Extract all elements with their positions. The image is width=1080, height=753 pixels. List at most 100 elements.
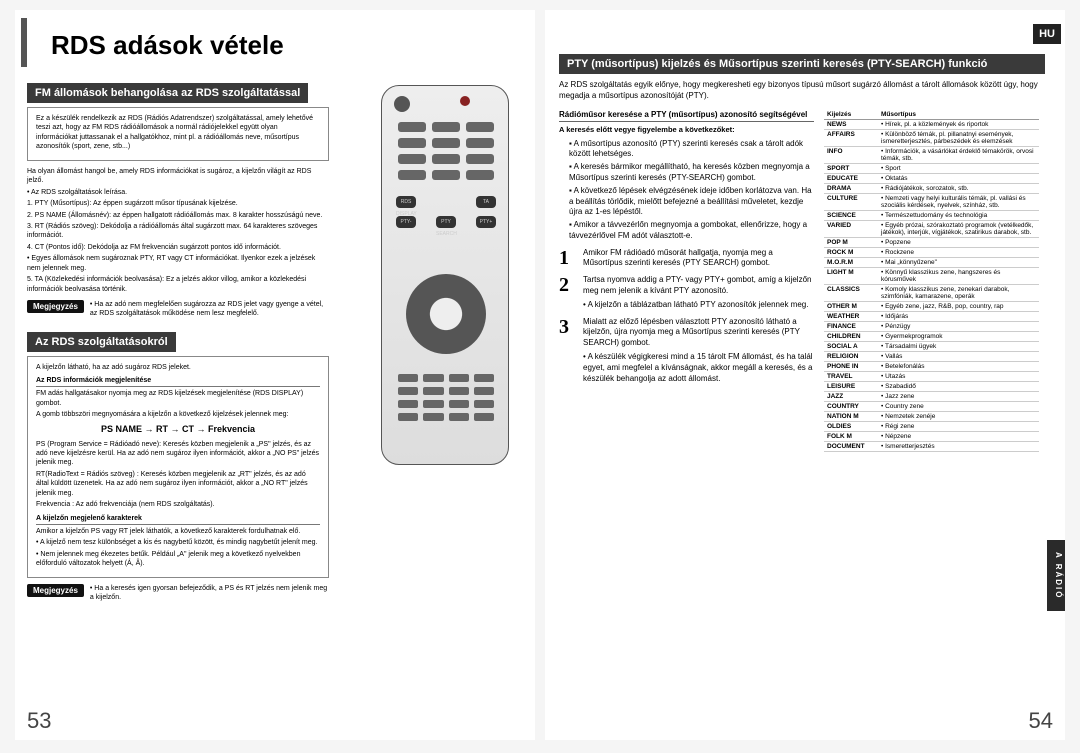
- section2-title: Az RDS szolgáltatásokról: [27, 332, 176, 352]
- table-row: LEISURESzabadidő: [824, 381, 1039, 391]
- table-row: JAZZJazz zene: [824, 391, 1039, 401]
- pty-desc: Régi zene: [878, 421, 1039, 431]
- table-row: M.O.R.MMai „könnyűzene": [824, 257, 1039, 267]
- rds-desc-item: • Egyes állomások nem sugároznak PTY, RT…: [27, 254, 329, 273]
- pty-code: NATION M: [824, 411, 878, 421]
- pty-code: LIGHT M: [824, 267, 878, 284]
- pty-desc: Szabadidő: [878, 381, 1039, 391]
- table-row: VARIEDEgyéb prózai, szórakoztató program…: [824, 220, 1039, 237]
- intro-box1: Ez a készülék rendelkezik az RDS (Rádiós…: [27, 107, 329, 161]
- display-flow: PS NAME → RT → CT → Frekvencia: [36, 423, 320, 435]
- note2-row: Megjegyzés • Ha a keresés igen gyorsan b…: [27, 584, 329, 602]
- table-row: LIGHT MKönnyű klasszikus zene, hangszere…: [824, 267, 1039, 284]
- pty-code: OTHER M: [824, 301, 878, 311]
- table-row: INFOInformációk, a vásárlókat érdeklő té…: [824, 146, 1039, 163]
- table-row: FINANCEPénzügy: [824, 321, 1039, 331]
- pty-desc: Utazás: [878, 371, 1039, 381]
- pty-button-row: PTY- PTY SEARCH PTY+: [396, 216, 496, 228]
- pty-desc: Népzene: [878, 431, 1039, 441]
- pty-desc: Pénzügy: [878, 321, 1039, 331]
- right-left-col: Rádióműsor keresése a PTY (műsortípus) a…: [559, 110, 814, 452]
- box2-char-note: • A kijelző nem tesz különbséget a kis é…: [36, 538, 320, 547]
- rds-desc-item: 2. PS NAME (Állomásnév): az éppen hallga…: [27, 211, 329, 220]
- rds-description-list: Ha olyan állomást hangol be, amely RDS i…: [27, 167, 329, 294]
- pty-code: INFO: [824, 146, 878, 163]
- table-row: WEATHERIdőjárás: [824, 311, 1039, 321]
- pre-bullet: A műsortípus azonosító (PTY) szerinti ke…: [569, 139, 814, 161]
- pty-code: EDUCATE: [824, 173, 878, 183]
- pty-code: SPORT: [824, 163, 878, 173]
- pty-desc: Hírek, pl. a közlemények és riportok: [878, 119, 1039, 129]
- pty-code: SOCIAL A: [824, 341, 878, 351]
- page-number-right: 54: [1029, 708, 1053, 734]
- table-row: DOCUMENTIsmeretterjesztés: [824, 441, 1039, 451]
- box2-lead: A kijelzőn látható, ha az adó sugároz RD…: [36, 363, 320, 372]
- pty-code: PHONE IN: [824, 361, 878, 371]
- pre-bullet: Amikor a távvezérlőn megnyomja a gomboka…: [569, 220, 814, 242]
- pty-desc: Vallás: [878, 351, 1039, 361]
- pty-desc: Különböző témák, pl. pillanatnyi esemény…: [878, 129, 1039, 146]
- pty-code: TRAVEL: [824, 371, 878, 381]
- rds-desc-item: 4. CT (Pontos idő): Dekódolja az FM frek…: [27, 243, 329, 252]
- table-row: COUNTRYCountry zene: [824, 401, 1039, 411]
- rds-button-row: RDS DISPLAY TA: [396, 196, 496, 208]
- page-right: HU PTY (műsortípus) kijelzés és Műsortíp…: [545, 10, 1065, 740]
- box2-item: PS (Program Service = Rádióadó neve): Ke…: [36, 440, 320, 468]
- rds-display-btn: RDS DISPLAY: [396, 196, 416, 208]
- table-header-c2: Műsortípus: [878, 110, 1039, 120]
- language-badge: HU: [1033, 24, 1061, 44]
- table-row: SOCIAL ATársadalmi ügyek: [824, 341, 1039, 351]
- page-left: RDS adások vétele FM állomások behangolá…: [15, 10, 535, 740]
- pty-desc: Nemzeti vagy helyi kulturális témák, pl.…: [878, 193, 1039, 210]
- box2-chars: Amikor a kijelzőn PS vagy RT jelek látha…: [36, 527, 320, 569]
- pty-desc: Oktatás: [878, 173, 1039, 183]
- pty-desc: Popzene: [878, 237, 1039, 247]
- pty-desc: Rádiójátékok, sorozatok, stb.: [878, 183, 1039, 193]
- note2-text: • Ha a keresés igen gyorsan befejeződik,…: [90, 584, 329, 602]
- pre-search-bullets: A műsortípus azonosító (PTY) szerinti ke…: [559, 139, 814, 242]
- pty-code: FOLK M: [824, 431, 878, 441]
- section1-title: FM állomások behangolása az RDS szolgált…: [27, 83, 308, 103]
- step-row: 1Amikor FM rádióadó műsorát hallgatja, n…: [559, 248, 814, 270]
- pty-code: FINANCE: [824, 321, 878, 331]
- note1-row: Megjegyzés • Ha az adó nem megfelelően s…: [27, 300, 329, 318]
- right-right-col: Kijelzés Műsortípus NEWSHírek, pl. a köz…: [824, 110, 1039, 452]
- rds-desc-item: • Az RDS szolgáltatások leírása.: [27, 188, 329, 197]
- side-tab: A RÁDIÓ: [1047, 540, 1065, 611]
- pty-desc: Gyermekprogramok: [878, 331, 1039, 341]
- table-row: SCIENCETermészettudomány és technológia: [824, 210, 1039, 220]
- pty-code: DOCUMENT: [824, 441, 878, 451]
- pty-code: WEATHER: [824, 311, 878, 321]
- remote-column: RDS DISPLAY TA PTY- PTY SEARCH PTY+: [365, 77, 535, 465]
- pre-bullet: A keresés bármikor megállítható, ha kere…: [569, 162, 814, 184]
- step-number: 2: [559, 275, 577, 310]
- power-icon: [394, 96, 410, 112]
- pty-search-btn: PTY SEARCH: [436, 216, 456, 228]
- pty-code: OLDIES: [824, 421, 878, 431]
- box1-text: Ez a készülék rendelkezik az RDS (Rádiós…: [36, 114, 320, 152]
- pre-search-label: A keresés előtt vegye figyelembe a követ…: [559, 125, 814, 135]
- pty-desc: Egyéb prózai, szórakoztató programok (ve…: [878, 220, 1039, 237]
- nav-wheel-icon: [406, 274, 486, 354]
- rds-search-head: Rádióműsor keresése a PTY (műsortípus) a…: [559, 110, 814, 123]
- ta-btn: TA: [476, 196, 496, 208]
- table-row: TRAVELUtazás: [824, 371, 1039, 381]
- remote-control-illustration: RDS DISPLAY TA PTY- PTY SEARCH PTY+: [381, 85, 509, 465]
- pty-code: CLASSICS: [824, 284, 878, 301]
- pty-desc: Mai „könnyűzene": [878, 257, 1039, 267]
- box2-line1: FM adás hallgatásakor nyomja meg az RDS …: [36, 389, 320, 408]
- rds-desc-item: 3. RT (Rádiós szöveg): Dekódolja a rádió…: [27, 222, 329, 241]
- pty-intro: Az RDS szolgáltatás egyik előnye, hogy m…: [559, 80, 1045, 102]
- pty-desc: Komoly klasszikus zene, zenekari darabok…: [878, 284, 1039, 301]
- rds-desc-item: 1. PTY (Műsortípus): Az éppen sugárzott …: [27, 199, 329, 208]
- table-row: RELIGIONVallás: [824, 351, 1039, 361]
- pty-code: LEISURE: [824, 381, 878, 391]
- note-tag: Megjegyzés: [27, 300, 84, 313]
- pty-desc: Nemzetek zenéje: [878, 411, 1039, 421]
- box2-item: RT(RadioText = Rádiós szöveg) : Keresés …: [36, 470, 320, 498]
- rds-desc-item: 5. TA (Közlekedési információk beolvasás…: [27, 275, 329, 294]
- pty-code: M.O.R.M: [824, 257, 878, 267]
- box2-char-note: Amikor a kijelzőn PS vagy RT jelek látha…: [36, 527, 320, 536]
- table-row: NATION MNemzetek zenéje: [824, 411, 1039, 421]
- table-row: ROCK MRockzene: [824, 247, 1039, 257]
